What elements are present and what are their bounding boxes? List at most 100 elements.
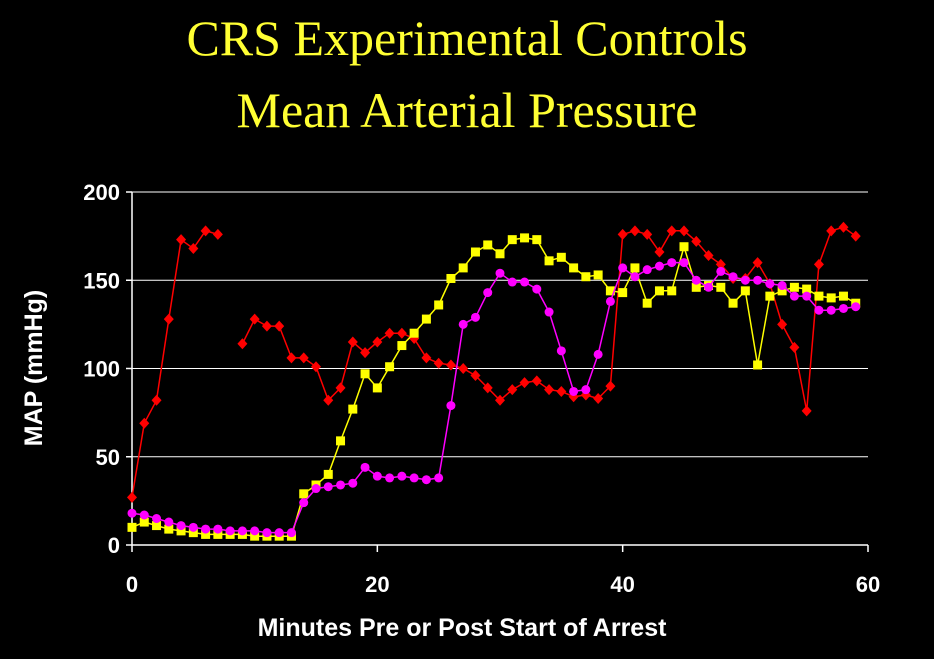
data-point — [249, 313, 260, 325]
data-point — [629, 225, 640, 237]
data-point — [531, 375, 542, 387]
data-point — [188, 522, 198, 532]
data-point — [691, 235, 702, 247]
data-point — [593, 270, 603, 280]
data-point — [470, 370, 481, 382]
data-point — [409, 328, 419, 338]
data-point — [445, 359, 456, 371]
series-1 — [127, 233, 861, 541]
data-point — [483, 288, 493, 298]
data-point — [789, 291, 799, 301]
data-point — [311, 361, 321, 373]
data-point — [801, 405, 812, 417]
data-point — [593, 349, 603, 359]
data-point — [679, 258, 689, 268]
data-point — [753, 360, 763, 370]
data-point — [851, 302, 861, 312]
data-point — [495, 268, 505, 278]
data-point — [188, 528, 198, 538]
data-point — [434, 300, 444, 310]
y-tick-label: 0 — [108, 533, 120, 558]
data-point — [250, 531, 260, 541]
data-point — [507, 235, 517, 245]
data-point — [200, 225, 211, 237]
data-point — [274, 320, 285, 332]
data-point — [716, 282, 726, 292]
data-point — [323, 482, 333, 492]
data-point — [569, 386, 579, 396]
data-point — [802, 291, 812, 301]
gridlines — [132, 191, 868, 458]
data-point — [703, 250, 714, 262]
data-point — [605, 380, 616, 392]
series-line — [131, 229, 219, 498]
data-point — [814, 291, 824, 301]
data-point — [372, 336, 383, 348]
data-point — [777, 281, 787, 291]
data-point — [507, 277, 517, 287]
data-point — [519, 377, 530, 389]
data-point — [127, 491, 137, 503]
data-point — [164, 517, 174, 527]
data-point — [605, 296, 615, 306]
series-0 — [127, 221, 861, 503]
data-point — [483, 240, 493, 250]
data-point — [618, 288, 628, 298]
data-point — [225, 526, 235, 536]
data-point — [715, 258, 726, 270]
x-axis-label: Minutes Pre or Post Start of Arrest — [258, 614, 668, 642]
data-point — [630, 272, 640, 282]
data-point — [642, 298, 652, 308]
data-point — [704, 282, 714, 292]
data-point — [163, 313, 174, 325]
data-point — [765, 279, 775, 289]
data-point — [458, 263, 468, 273]
x-tick-label: 40 — [610, 572, 634, 597]
data-point — [458, 363, 469, 374]
data-point — [421, 314, 431, 324]
data-point — [201, 529, 211, 539]
plot-series — [127, 221, 861, 541]
data-point — [298, 352, 309, 364]
data-point — [605, 286, 615, 296]
data-point — [654, 286, 664, 296]
data-point — [569, 263, 579, 273]
data-point — [139, 510, 149, 520]
series-2 — [127, 258, 861, 538]
y-tick-label: 50 — [96, 445, 120, 470]
data-point — [544, 256, 554, 266]
data-point — [397, 471, 407, 481]
data-point — [360, 347, 371, 359]
data-point — [679, 242, 689, 252]
data-point — [385, 362, 395, 372]
data-point — [151, 394, 162, 406]
data-point — [372, 471, 382, 481]
data-point — [421, 475, 431, 485]
data-point — [556, 252, 566, 262]
data-point — [458, 319, 468, 329]
data-point — [654, 246, 665, 258]
x-tick-label: 60 — [856, 572, 880, 597]
chart-subtitle: Mean Arterial Pressure — [236, 82, 698, 138]
y-tick-label: 100 — [83, 357, 120, 382]
data-point — [691, 275, 701, 285]
data-point — [716, 266, 726, 276]
data-point — [433, 357, 444, 369]
data-point — [446, 273, 456, 283]
data-point — [323, 394, 334, 406]
data-point — [397, 341, 407, 351]
data-point — [335, 382, 346, 394]
data-point — [274, 528, 284, 538]
data-point — [667, 258, 677, 268]
data-point — [581, 385, 591, 395]
data-point — [176, 526, 186, 536]
y-axis-label: MAP (mmHg) — [20, 290, 48, 446]
data-point — [323, 469, 333, 479]
data-point — [176, 521, 186, 531]
data-point — [127, 508, 137, 518]
data-point — [495, 249, 505, 259]
data-point — [593, 393, 604, 405]
data-point — [520, 277, 530, 287]
data-point — [520, 233, 530, 243]
